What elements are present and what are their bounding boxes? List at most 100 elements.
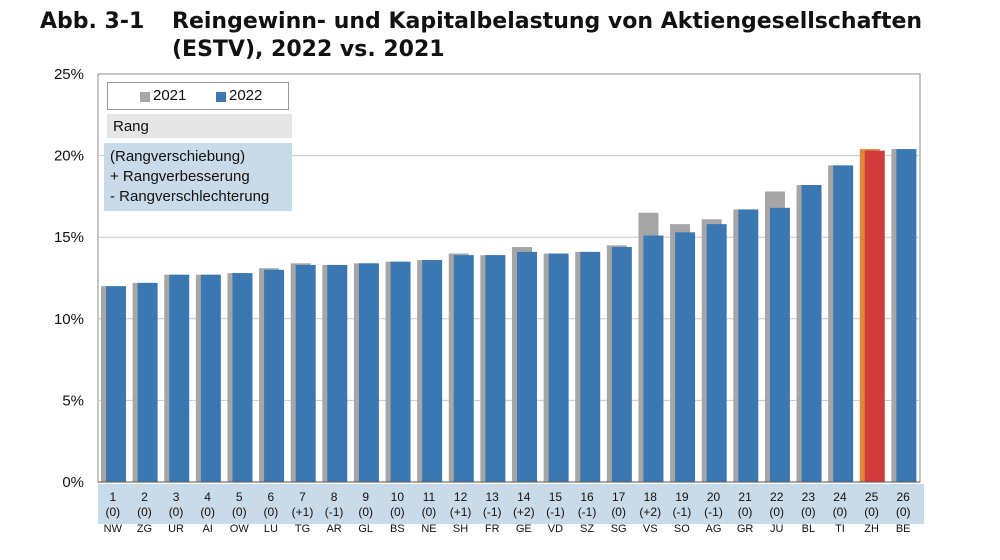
x-tick-rank: 1 (109, 490, 116, 504)
x-tick-rank-change: (-1) (578, 505, 597, 519)
bar-2022-nw (106, 286, 126, 482)
x-tick-rank: 16 (580, 490, 594, 504)
x-tick-rank-change: (0) (264, 505, 279, 519)
x-tick-category: OW (230, 523, 250, 535)
bar-2022-gl (358, 263, 379, 482)
bar-2022-ne (422, 260, 443, 482)
x-tick-category: NE (421, 523, 436, 535)
x-tick-category: ZH (864, 523, 879, 535)
x-tick-rank-change: (0) (769, 505, 784, 519)
bar-2022-ar (327, 264, 348, 482)
x-tick-rank-change: (0) (611, 505, 626, 519)
bar-2022-tg (295, 264, 316, 482)
x-tick-rank-change: (+1) (292, 505, 314, 519)
bar-2022-bs (390, 261, 411, 482)
x-tick-category: BE (896, 523, 911, 535)
x-tick-rank-change: (+2) (513, 505, 535, 519)
x-tick-category: GL (358, 523, 373, 535)
x-tick-rank-change: (0) (422, 505, 437, 519)
x-tick-rank: 10 (391, 490, 405, 504)
annotation-line-2: + Rangverbesserung (110, 168, 250, 185)
x-tick-category: SO (674, 523, 690, 535)
x-tick-rank: 18 (644, 490, 658, 504)
x-tick-category: SZ (580, 523, 594, 535)
x-tick-category: VS (643, 523, 658, 535)
x-tick-rank: 6 (268, 490, 275, 504)
x-tick-category: JU (770, 523, 784, 535)
legend: 2021 2022 (107, 82, 289, 110)
x-tick-rank-change: (0) (801, 505, 816, 519)
x-tick-rank-change: (0) (358, 505, 373, 519)
x-tick-rank: 7 (299, 490, 306, 504)
figure-label: Abb. 3-1 (40, 9, 145, 34)
y-tick-label: 5% (62, 392, 84, 409)
x-tick-rank: 8 (331, 490, 338, 504)
x-tick-rank: 24 (833, 490, 847, 504)
x-tick-rank-change: (0) (137, 505, 152, 519)
x-tick-rank: 3 (173, 490, 180, 504)
x-tick-rank: 5 (236, 490, 243, 504)
bar-2022-sh (453, 255, 474, 482)
x-tick-rank-change: (+1) (450, 505, 472, 519)
bar-2022-bl (801, 184, 822, 482)
x-tick-rank-change: (0) (864, 505, 879, 519)
x-tick-rank: 26 (897, 490, 911, 504)
x-tick-category: BS (390, 523, 405, 535)
y-tick-label: 15% (54, 229, 84, 246)
x-tick-rank-change: (+2) (639, 505, 661, 519)
x-tick-rank: 25 (865, 490, 879, 504)
x-tick-rank: 9 (362, 490, 369, 504)
x-tick-rank: 19 (675, 490, 689, 504)
bar-2022-zg (137, 282, 158, 482)
bar-2022-ju (769, 207, 790, 482)
x-tick-rank: 12 (454, 490, 468, 504)
legend-label-2021: 2021 (153, 87, 187, 104)
x-tick-rank-change: (0) (833, 505, 848, 519)
bar-2022-be (896, 149, 917, 482)
x-tick-category: NW (104, 523, 123, 535)
x-tick-category: BL (802, 523, 815, 535)
x-tick-category: FR (485, 523, 500, 535)
x-tick-rank-change: (0) (232, 505, 247, 519)
bar-2022-gr (738, 209, 759, 482)
bar-2022-ge (517, 251, 537, 482)
bar-2022-sz (580, 251, 601, 482)
x-tick-rank: 17 (612, 490, 626, 504)
x-tick-rank-change: (-1) (325, 505, 344, 519)
x-tick-category: AG (706, 523, 722, 535)
x-tick-rank: 14 (517, 490, 531, 504)
x-tick-rank-change: (0) (169, 505, 184, 519)
bar-2022-ai (200, 274, 221, 482)
y-tick-label: 25% (54, 66, 84, 83)
bar-2022-sg (611, 246, 632, 482)
x-tick-rank: 22 (770, 490, 784, 504)
rank-annotation: Rang (107, 114, 292, 138)
annotation-line-3: - Rangverschlechterung (110, 188, 270, 205)
bar-2022-ag (706, 224, 727, 483)
legend-swatch-2021 (140, 92, 150, 102)
x-tick-rank-change: (-1) (704, 505, 723, 519)
bar-2022-ti (833, 165, 854, 482)
x-tick-rank: 13 (486, 490, 500, 504)
legend-label-2022: 2022 (229, 87, 263, 104)
x-tick-category: GE (516, 523, 532, 535)
x-tick-rank-change: (-1) (673, 505, 692, 519)
x-tick-rank-change: (0) (200, 505, 215, 519)
x-tick-rank: 21 (738, 490, 752, 504)
x-tick-rank: 23 (802, 490, 816, 504)
y-tick-label: 20% (54, 148, 84, 165)
x-tick-rank-change: (0) (390, 505, 405, 519)
bar-2022-vs (643, 235, 664, 482)
x-label-band (98, 484, 924, 524)
x-tick-category: GR (737, 523, 754, 535)
x-tick-rank: 15 (549, 490, 563, 504)
bar-2022-fr (485, 255, 506, 482)
rank-change-annotation: (Rangverschiebung) + Rangverbesserung - … (104, 143, 292, 211)
x-tick-rank: 4 (204, 490, 211, 504)
bar-2022-zh (864, 150, 885, 483)
bar-2022-ur (169, 274, 190, 482)
chart-title: Reingewinn- und Kapitalbelastung von Akt… (172, 9, 923, 62)
x-tick-category: ZG (137, 523, 152, 535)
bar-2022-vd (548, 253, 569, 482)
